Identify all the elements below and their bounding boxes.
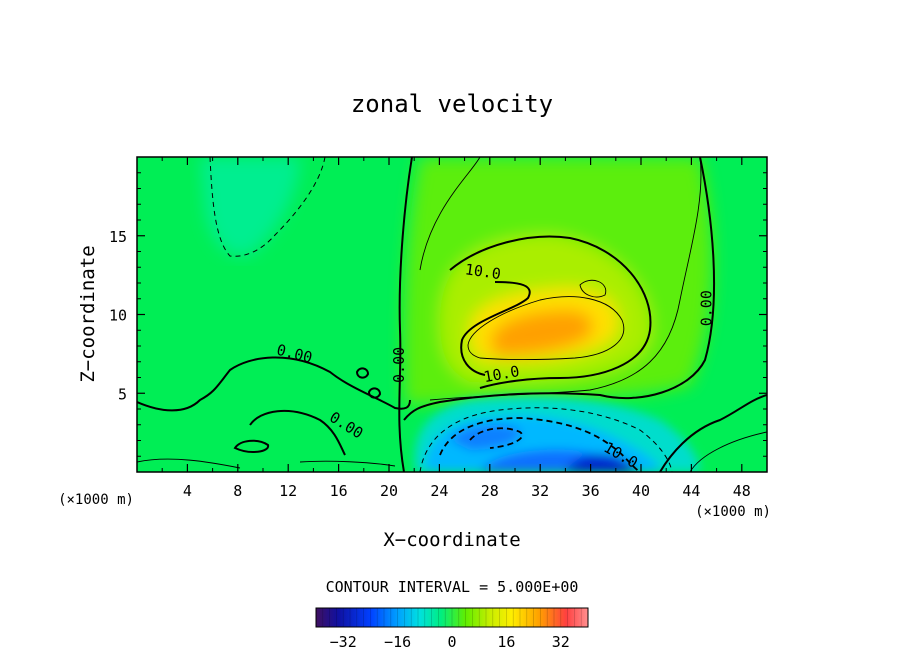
x-tick-label: 32 — [531, 482, 549, 500]
x-tick-label: 40 — [632, 482, 650, 500]
contour-ten-hook — [460, 281, 531, 376]
plot-area — [136, 156, 768, 473]
colorbar-segment-lines — [322, 608, 582, 627]
x-axis-label: X−coordinate — [383, 529, 520, 551]
colorbar-tick-label: 0 — [447, 633, 456, 651]
x-tick-label: 8 — [233, 482, 242, 500]
velocity-field — [137, 157, 767, 472]
contour-label: 0.00 — [390, 347, 408, 383]
x-unit-left: (×1000 m) — [58, 492, 134, 508]
contour-label: 0.00 — [698, 290, 716, 326]
contour-neg-lower — [419, 407, 673, 472]
contour-five-outer — [419, 157, 702, 401]
x-unit-right: (×1000 m) — [695, 504, 771, 520]
colorbar-tick-label: −32 — [330, 633, 357, 651]
x-tick-label: 48 — [733, 482, 751, 500]
negative-left-core — [450, 424, 521, 450]
negative-core — [565, 454, 638, 472]
x-tick-label: 44 — [682, 482, 700, 500]
x-tick-label: 16 — [330, 482, 348, 500]
x-axis-ticks: 4 8 12 16 20 24 28 32 36 40 44 48 — [161, 157, 751, 500]
chart-title: zonal velocity — [351, 90, 553, 118]
contour-zero-small-loop — [233, 439, 270, 453]
positive-region — [403, 157, 713, 405]
contour-ten-outer — [449, 235, 652, 389]
contour-twenty — [579, 279, 607, 298]
y-tick-label: 10 — [109, 307, 127, 325]
contour-zero-bottom-left — [249, 409, 346, 456]
x-tick-label: 24 — [430, 482, 448, 500]
negative-region — [414, 396, 700, 472]
contour-zero-mini-a — [355, 367, 370, 379]
x-tick-label: 12 — [279, 482, 297, 500]
contour-zero-mini-b — [367, 387, 382, 399]
y-tick-label: 5 — [118, 385, 127, 403]
colorbar-tick-label: 16 — [497, 633, 515, 651]
x-tick-label: 36 — [582, 482, 600, 500]
contour-lines — [137, 157, 767, 472]
contour-zero-divider — [398, 157, 413, 472]
contour-label: 10.0 — [482, 362, 521, 386]
contour-zero-right-edge — [659, 394, 767, 472]
contour-interval-label: CONTOUR INTERVAL = 5.000E+00 — [326, 578, 579, 596]
y-axis-label: Z−coordinate — [77, 245, 99, 382]
colorbar-tick-label: 32 — [552, 633, 570, 651]
y-tick-label: 15 — [109, 228, 127, 246]
contour-label: 10.0 — [464, 260, 502, 283]
contour-fifteen — [467, 296, 625, 360]
x-tick-label: 28 — [481, 482, 499, 500]
x-tick-label: 20 — [380, 482, 398, 500]
colorbar: −32 −16 0 16 32 — [315, 607, 589, 651]
positive-core — [490, 310, 594, 356]
x-tick-label: 4 — [183, 482, 192, 500]
contour-zero-left — [137, 356, 411, 412]
upper-left-negative-region — [200, 157, 300, 256]
contour-zero-right — [403, 157, 716, 421]
contour-neg-fifteen-lower — [469, 427, 523, 449]
colorbar-tick-labels: −32 −16 0 16 32 — [330, 633, 570, 651]
upper-left-cyanish — [200, 157, 300, 256]
contour-thin-bottom — [137, 431, 767, 472]
colorbar-tick-label: −16 — [384, 633, 411, 651]
colorbar-gradient — [315, 607, 589, 628]
y-axis-ticks: 5 10 15 — [109, 172, 767, 457]
